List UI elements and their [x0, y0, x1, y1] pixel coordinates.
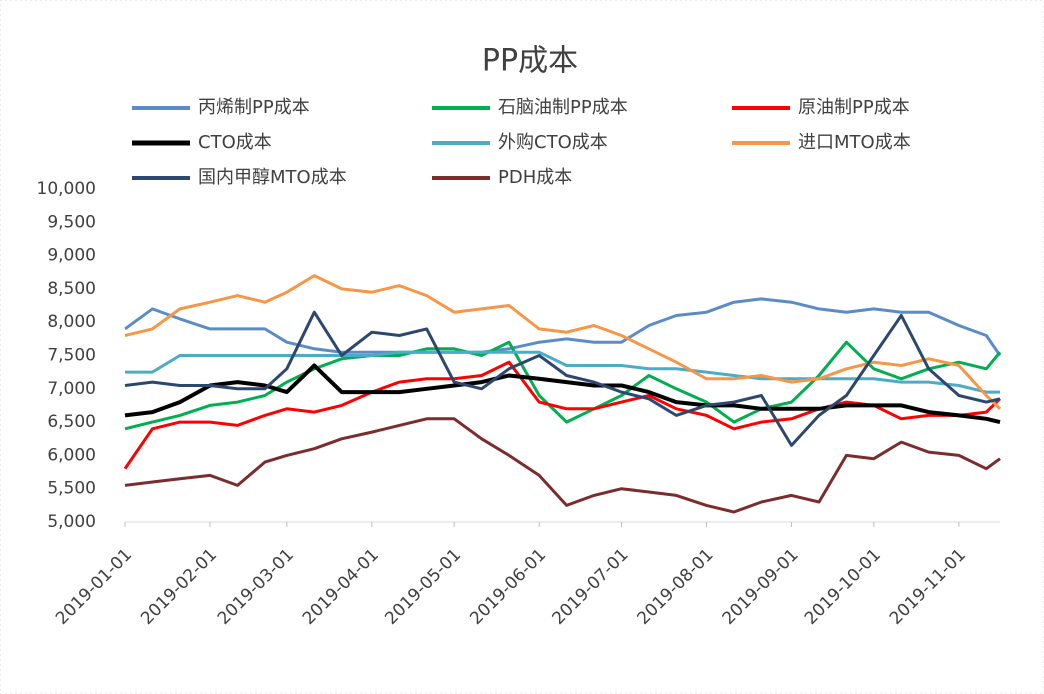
- legend-label: 丙烯制PP成本: [198, 97, 310, 118]
- series-line: [124, 297, 1002, 357]
- y-tick-label: 10,000: [37, 179, 96, 199]
- y-tick-label: 6,000: [47, 445, 96, 465]
- y-tick-label: 8,500: [47, 279, 96, 299]
- series-line: [124, 417, 1001, 514]
- legend-label: 原油制PP成本: [798, 97, 910, 118]
- y-tick-label: 7,500: [47, 346, 96, 366]
- y-tick-label: 5,000: [47, 512, 96, 532]
- series-line: [124, 363, 1001, 425]
- legend-label: 国内甲醇MTO成本: [198, 167, 347, 188]
- y-tick-label: 7,000: [47, 379, 96, 399]
- y-tick-label: 9,000: [47, 246, 96, 266]
- y-tick-label: 6,500: [47, 412, 96, 432]
- legend-label: CTO成本: [198, 132, 272, 153]
- legend-label: 外购CTO成本: [498, 132, 608, 153]
- legend-label: PDH成本: [498, 167, 572, 188]
- legend-label: 石脑油制PP成本: [498, 97, 628, 118]
- series-line: [124, 340, 1002, 431]
- legend-label: 进口MTO成本: [798, 132, 911, 153]
- series-line: [124, 274, 1002, 410]
- y-tick-label: 9,500: [47, 212, 96, 232]
- chart-title: PP成本: [482, 44, 578, 79]
- y-tick-label: 8,000: [47, 312, 96, 332]
- series-line: [124, 310, 1001, 447]
- series-line: [125, 350, 1000, 394]
- y-tick-label: 5,500: [47, 479, 96, 499]
